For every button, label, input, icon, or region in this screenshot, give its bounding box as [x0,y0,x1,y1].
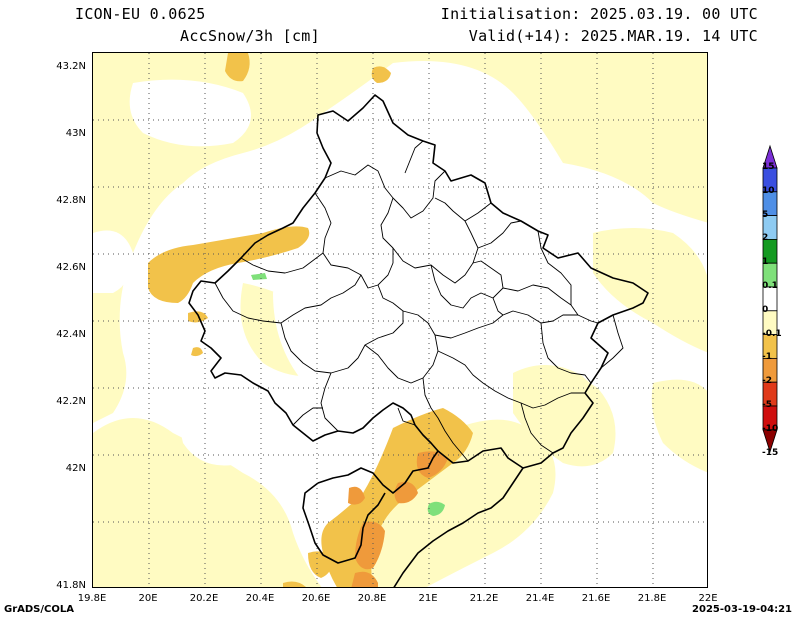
colorbar-label: 2 [762,233,769,244]
colorbar-legend [762,144,778,454]
lon-label: 21E [418,593,438,604]
colorbar-label: 10 [762,185,775,196]
lon-label: 22E [698,593,718,604]
lon-label: 20E [138,593,158,604]
colorbar-bottom-arrow [762,429,778,454]
render-timestamp: 2025-03-19-04:21 [692,604,792,615]
colorbar-label: -2 [762,376,772,387]
lon-label: 21.6E [581,593,611,604]
colorbar-label: -15 [762,447,779,458]
colorbar-label: 0 [762,304,769,315]
colorbar-label: -1 [762,352,772,363]
lat-label: 43.2N [56,61,86,72]
municipal-borders [214,140,624,462]
lon-label: 21.2E [469,593,499,604]
lat-label: 42.8N [56,195,86,206]
variable-title: AccSnow/3h [cm] [180,27,320,45]
colorbar-label: -0.1 [762,328,782,339]
lon-label: 20.6E [301,593,331,604]
no-snow-areas [93,79,656,466]
initialisation-time: Initialisation: 2025.03.19. 00 UTC [440,5,758,23]
snow-accumulation-areas [251,273,445,516]
colorbar-label: -10 [762,423,779,434]
colorbar-label: 0.1 [762,281,778,291]
map-canvas [93,53,707,587]
software-credit: GrADS/COLA [4,604,74,615]
lat-label: 42.4N [56,329,86,340]
model-title: ICON-EU 0.0625 [75,5,206,23]
lon-label: 20.4E [245,593,275,604]
lat-label: 41.8N [56,580,86,591]
lon-label: 21.4E [525,593,555,604]
lat-label: 42N [65,463,86,474]
colorbar-label: 1 [762,257,769,268]
country-border [188,94,649,587]
lon-label: 20.8E [357,593,387,604]
lat-label: 42.6N [56,262,86,273]
lat-label: 42.2N [56,396,86,407]
valid-time: Valid(+14): 2025.MAR.19. 14 UTC [468,27,758,45]
lon-label: 19.8E [77,593,107,604]
lon-label: 20.2E [189,593,219,604]
colorbar-label: 5 [762,209,769,220]
lat-label: 43N [65,128,86,139]
colorbar-label: 15 [762,162,775,172]
colorbar-label: -5 [762,400,772,410]
map-panel [92,52,708,588]
lon-label: 21.8E [637,593,667,604]
